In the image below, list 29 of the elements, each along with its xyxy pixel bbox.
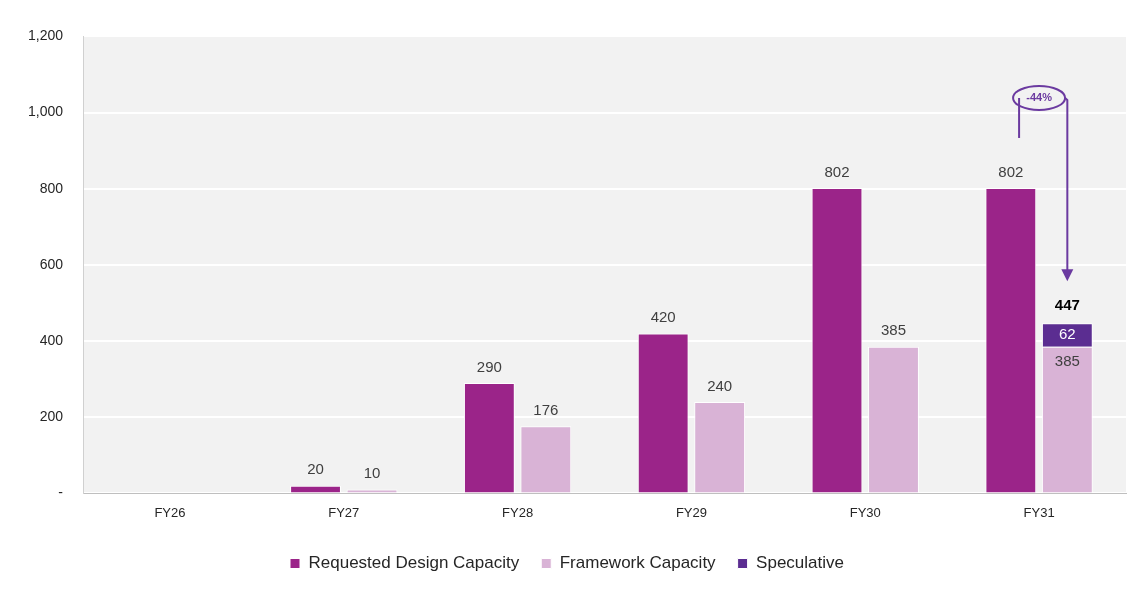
x-tick-label: FY26 <box>154 504 186 520</box>
x-tick-label: FY27 <box>328 504 360 520</box>
data-label: 10 <box>363 464 381 482</box>
data-label: 176 <box>533 401 559 419</box>
y-tick-label: 400 <box>39 331 64 348</box>
y-tick-label: 1,200 <box>27 27 64 44</box>
x-tick-label: FY31 <box>1023 504 1055 520</box>
data-label: 240 <box>707 376 733 394</box>
data-label: 62 <box>1058 325 1076 343</box>
y-tick-label: 600 <box>39 255 64 272</box>
data-label: 802 <box>824 162 850 180</box>
annotation: -44% <box>1026 91 1053 103</box>
y-tick-label: 200 <box>39 408 64 425</box>
legend-label: Framework Capacity <box>559 553 717 573</box>
data-label: 20 <box>307 460 324 478</box>
data-label: 290 <box>476 357 502 375</box>
x-tick-label: FY29 <box>675 504 707 520</box>
y-tick-label: - <box>58 484 64 501</box>
legend-label: Speculative <box>756 553 844 573</box>
x-tick-label: FY30 <box>849 504 881 520</box>
data-label: 420 <box>650 308 676 326</box>
x-tick-label: FY28 <box>502 504 534 520</box>
data-label: 802 <box>998 162 1024 180</box>
y-tick-label: 1,000 <box>27 103 64 120</box>
data-label: 385 <box>1054 352 1080 370</box>
y-tick-label: 800 <box>39 179 64 196</box>
legend-label: Requested Design Capacity <box>308 553 520 573</box>
data-label: 385 <box>880 321 907 339</box>
annotation: 447 <box>1054 295 1080 313</box>
